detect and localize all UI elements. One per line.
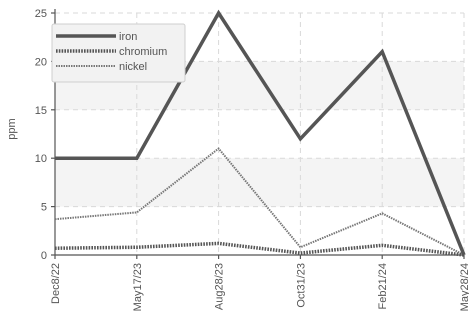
x-tick-labels: Dec8/22 May17/23 Aug28/23 Oct31/23 Feb21/24 M… <box>50 263 469 311</box>
legend: iron chromium nickel <box>51 23 186 83</box>
legend-label-iron: iron <box>119 31 137 43</box>
x-tick-label: Feb21/24 <box>377 263 389 309</box>
plot-background-bands <box>55 61 464 207</box>
y-tick-label: 0 <box>41 250 47 262</box>
y-tick-label: 15 <box>35 105 47 117</box>
y-tick-labels: 0 5 10 15 20 25 <box>35 8 47 262</box>
x-tick-label: Oct31/23 <box>295 263 307 308</box>
series-line-iron <box>55 9 466 256</box>
legend-label-nickel: nickel <box>119 61 147 73</box>
y-tick-label: 25 <box>35 8 47 20</box>
series-line-nickel <box>54 147 465 256</box>
legend-label-chromium: chromium <box>119 46 167 58</box>
y-tick-label: 20 <box>35 56 47 68</box>
x-tick-label: Aug28/23 <box>214 263 226 310</box>
y-axis-label: ppm <box>6 118 18 139</box>
legend-box <box>51 23 186 83</box>
y-tick-label: 10 <box>35 153 47 165</box>
y-tick-label: 5 <box>41 202 47 214</box>
x-tick-label: Dec8/22 <box>50 263 62 304</box>
x-tick-label: May28/24 <box>459 263 469 311</box>
series-line-chromium <box>54 241 465 257</box>
x-tick-label: May17/23 <box>132 263 144 311</box>
series-lines <box>54 9 466 257</box>
